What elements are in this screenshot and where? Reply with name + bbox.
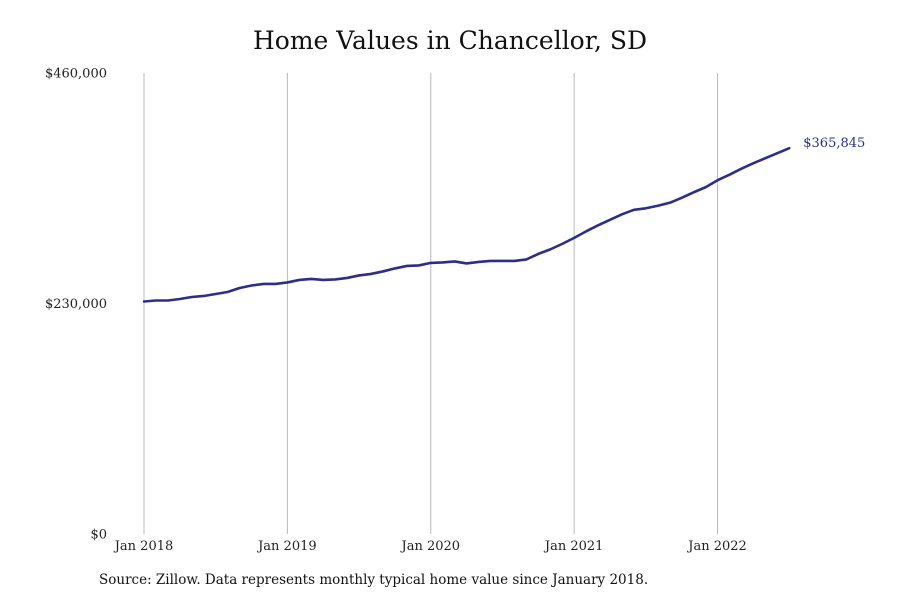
x-tick-label: Jan 2022 xyxy=(686,539,747,554)
x-tick-label: Jan 2019 xyxy=(256,539,317,554)
home-value-line xyxy=(142,146,791,303)
y-tick-label: $460,000 xyxy=(45,67,107,82)
source-note: Source: Zillow. Data represents monthly … xyxy=(99,572,649,588)
y-tick-label: $230,000 xyxy=(45,297,107,312)
x-axis-tick-labels: Jan 2018 Jan 2019 Jan 2020 Jan 2021 Jan 2022 xyxy=(113,539,747,554)
x-tick-label: Jan 2020 xyxy=(399,539,460,554)
y-axis-tick-labels: $0 $230,000 $460,000 xyxy=(45,67,107,543)
vertical-gridlines xyxy=(143,73,719,534)
y-tick-label: $0 xyxy=(90,528,107,543)
x-tick-label: Jan 2021 xyxy=(543,539,604,554)
x-tick-label: Jan 2018 xyxy=(113,539,174,554)
end-value-label: $365,845 xyxy=(803,136,865,151)
chart-title: Home Values in Chancellor, SD xyxy=(252,26,648,55)
